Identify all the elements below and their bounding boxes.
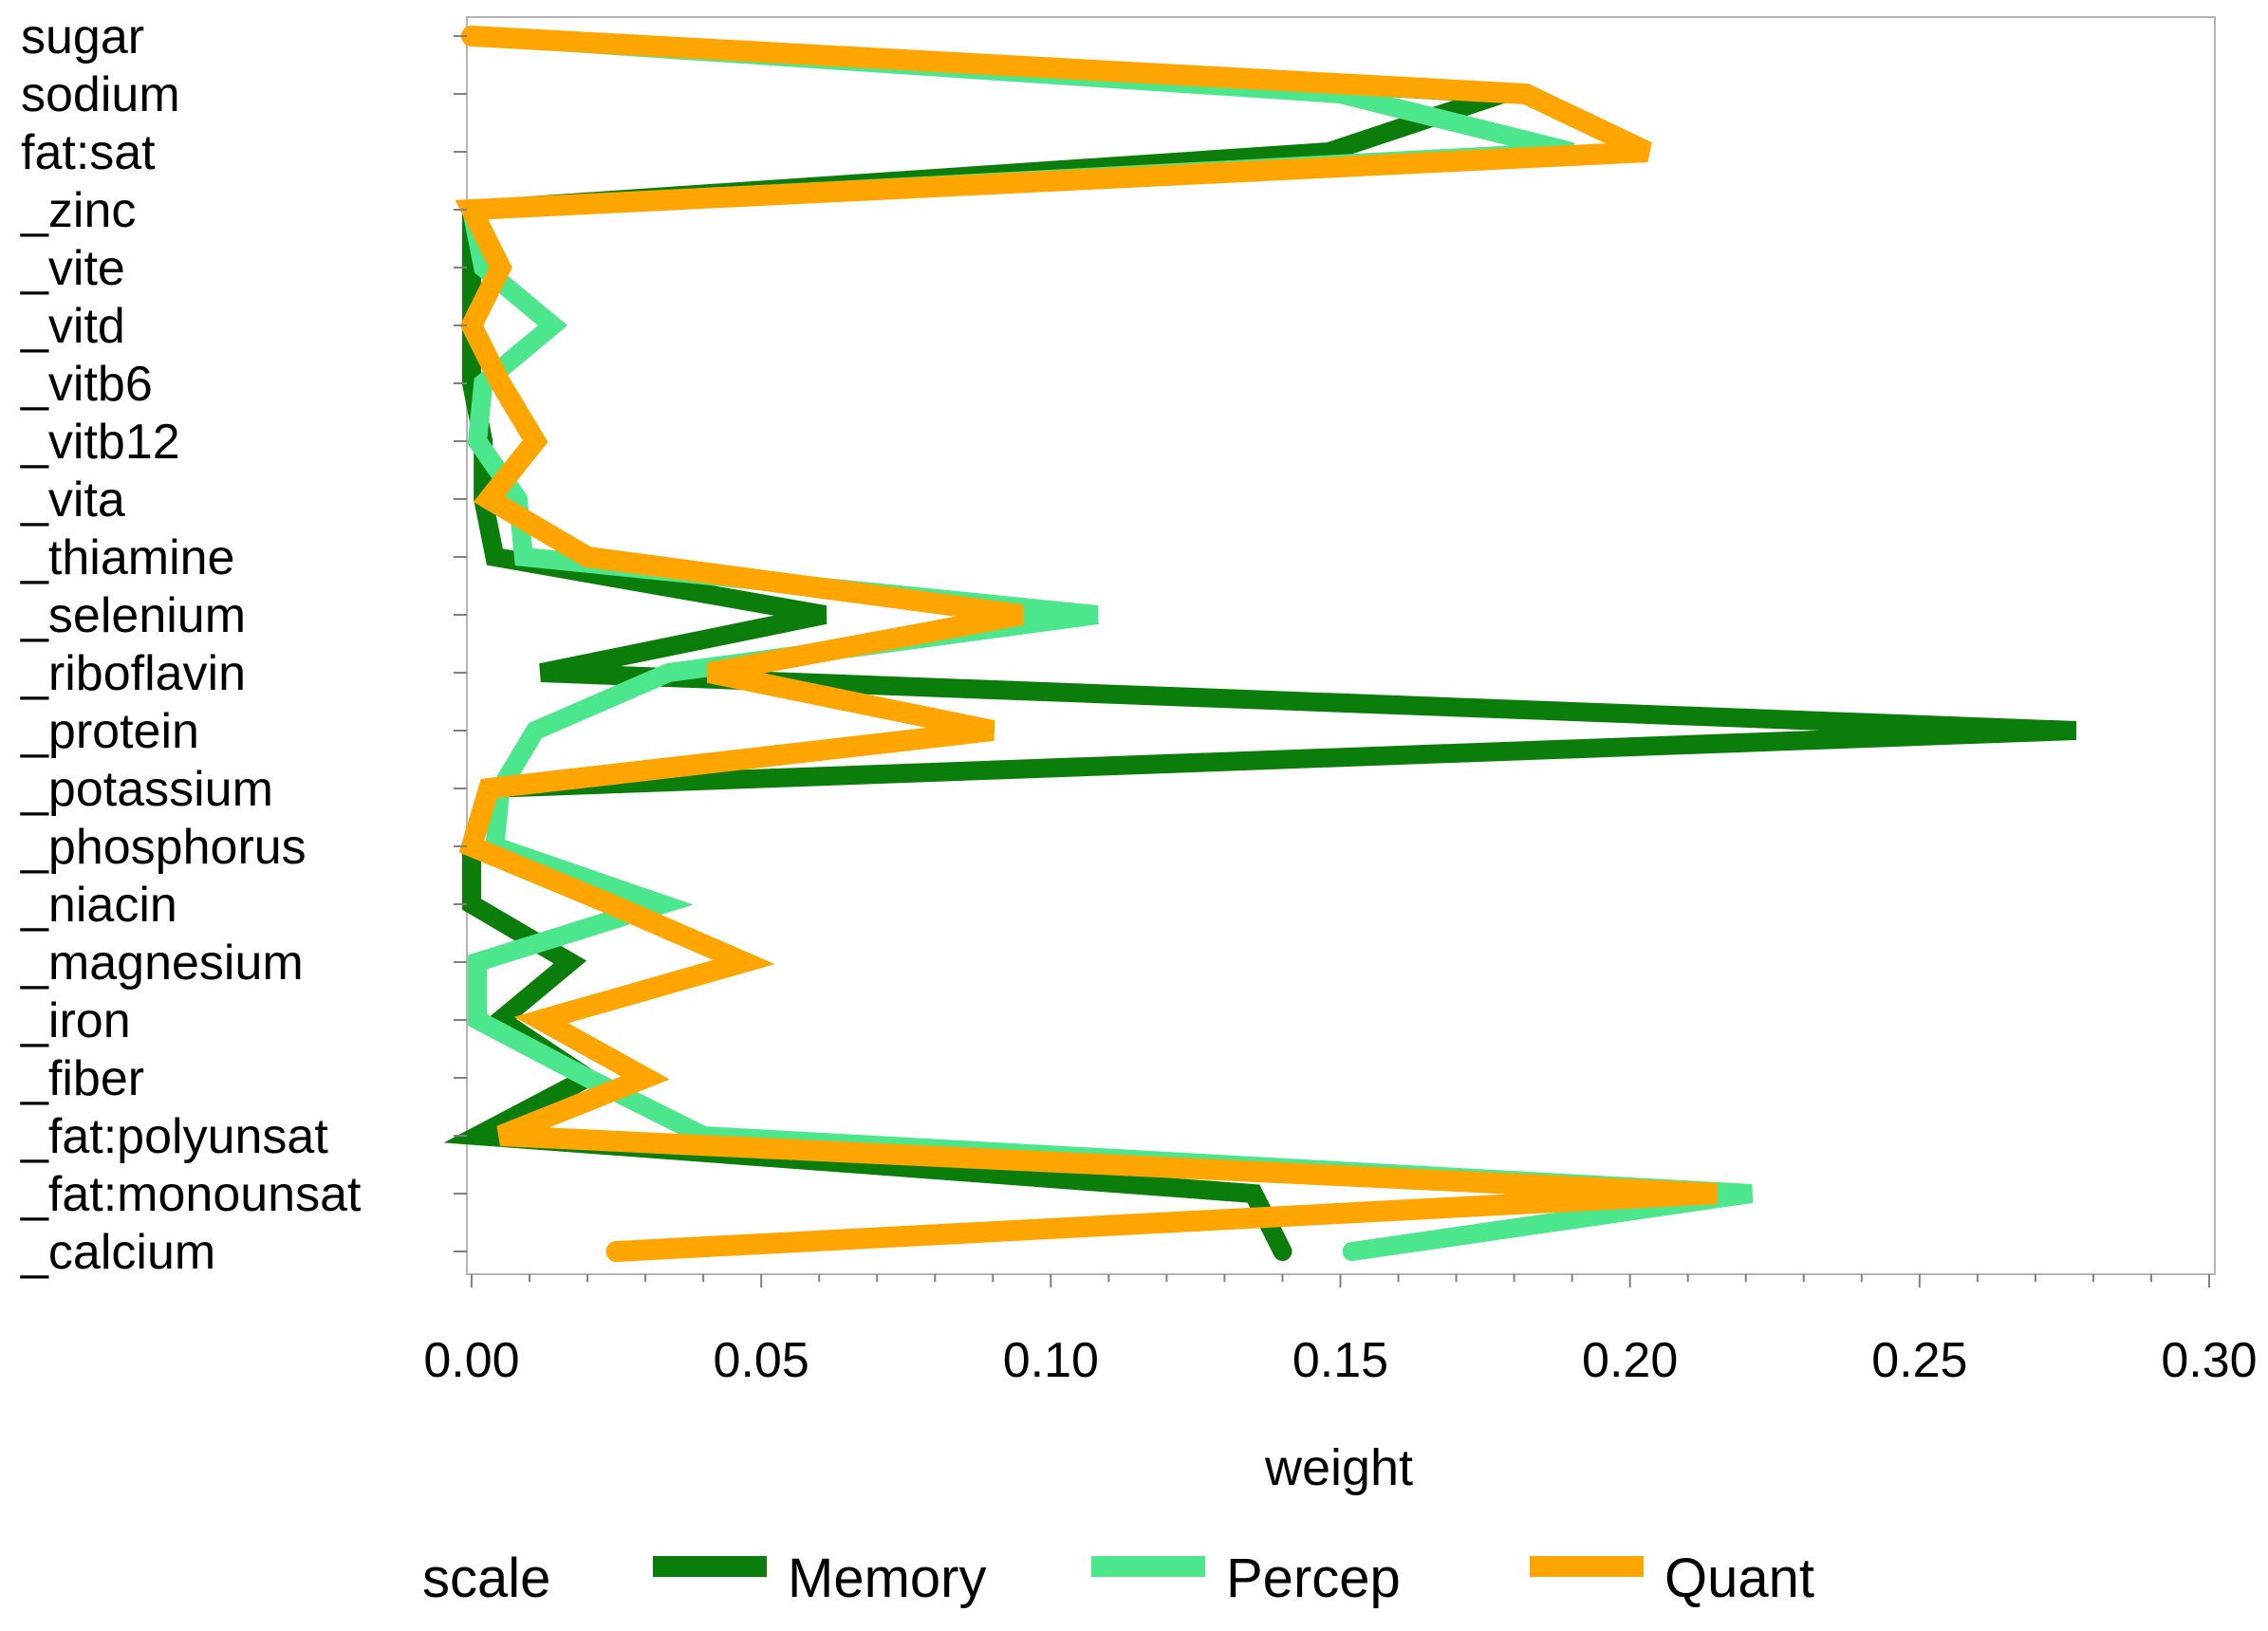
x-axis-label: weight	[1264, 1439, 1413, 1496]
x-tick-label: 0.00	[423, 1333, 519, 1388]
legend-swatch-quant	[1530, 1556, 1644, 1577]
legend-label-quant: Quant	[1664, 1548, 1814, 1609]
y-tick-label: _iron	[20, 993, 131, 1048]
y-tick-label: _selenium	[20, 588, 246, 643]
x-tick-label: 0.20	[1582, 1333, 1678, 1388]
y-tick-label: _vitd	[20, 299, 125, 354]
y-tick-label: _niacin	[20, 878, 177, 933]
y-axis: sugarsodiumfat:sat_zinc_vite_vitd_vitb6_…	[20, 9, 467, 1280]
legend-label-percep: Percep	[1226, 1548, 1401, 1609]
y-tick-label: _thiamine	[20, 530, 234, 585]
y-tick-label: _vitb6	[20, 357, 153, 412]
y-tick-label: _fiber	[20, 1051, 144, 1106]
x-tick-label: 0.25	[1871, 1333, 1967, 1388]
x-axis: 0.00 0.05 0.10 0.15 0.20 0.25 0.30	[423, 1274, 2258, 1388]
y-tick-label: _phosphorus	[20, 820, 307, 875]
legend-title: scale	[422, 1548, 550, 1609]
legend-label-memory: Memory	[788, 1548, 986, 1609]
y-tick-label: _vita	[20, 473, 125, 528]
y-tick-label: _calcium	[20, 1225, 215, 1280]
series-line-quant	[455, 26, 1718, 1262]
x-tick-label: 0.05	[714, 1333, 809, 1388]
y-tick-label: _magnesium	[20, 936, 304, 991]
series-layer	[443, 26, 2076, 1262]
plot-frame	[466, 16, 2216, 1275]
legend: scale Memory Percep Quant	[422, 1548, 1814, 1609]
x-tick-label: 0.10	[1003, 1333, 1099, 1388]
y-tick-label: _vitb12	[20, 415, 180, 470]
y-tick-label: _potassium	[20, 762, 273, 817]
y-tick-label: _fat:monounsat	[20, 1167, 362, 1222]
y-tick-label: _zinc	[20, 183, 136, 238]
legend-swatch-memory	[653, 1556, 767, 1577]
y-tick-label: _fat:polyunsat	[20, 1109, 328, 1164]
legend-swatch-percep	[1091, 1556, 1205, 1577]
x-tick-label: 0.15	[1292, 1333, 1388, 1388]
y-tick-label: sugar	[21, 9, 144, 65]
x-tick-label: 0.30	[2161, 1333, 2257, 1388]
y-tick-label: sodium	[21, 67, 180, 122]
y-tick-label: _protein	[20, 704, 199, 759]
y-tick-label: _riboflavin	[20, 646, 246, 701]
y-tick-label: _vite	[20, 241, 125, 296]
y-tick-label: fat:sat	[21, 125, 156, 180]
